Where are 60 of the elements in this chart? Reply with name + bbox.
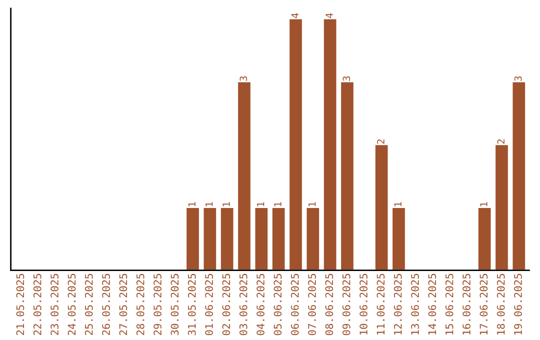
x-tick-label: 24.05.2025 bbox=[68, 274, 76, 336]
x-tick-label: 13.06.2025 bbox=[411, 274, 419, 335]
data-label: 2 bbox=[377, 139, 384, 144]
data-label: 4 bbox=[326, 13, 333, 18]
x-tick-label: 03.06.2025 bbox=[239, 274, 248, 336]
x-tick-label: 14.06.2025 bbox=[428, 274, 436, 335]
data-label: 1 bbox=[394, 202, 402, 206]
x-tick-label: 07.06.2025 bbox=[308, 274, 316, 336]
data-label: 1 bbox=[480, 202, 488, 206]
x-tick-label: 26.05.2025 bbox=[102, 274, 110, 336]
data-label: 3 bbox=[342, 76, 350, 81]
data-label: 4 bbox=[291, 13, 298, 18]
data-label: 2 bbox=[497, 139, 504, 144]
x-tick-label: 29.05.2025 bbox=[154, 274, 162, 336]
x-tick-label: 30.05.2025 bbox=[170, 274, 179, 336]
x-tick-label: 18.06.2025 bbox=[496, 274, 505, 335]
x-tick-label: 05.06.2025 bbox=[274, 274, 282, 336]
bar bbox=[202, 206, 218, 270]
x-tick-label: 04.06.2025 bbox=[256, 274, 264, 336]
x-tick-label: 19.06.2025 bbox=[514, 274, 522, 335]
data-label: 3 bbox=[514, 76, 522, 81]
bar bbox=[494, 144, 510, 270]
bar bbox=[220, 206, 235, 270]
x-tick-label: 25.05.2025 bbox=[84, 274, 93, 336]
data-label: 1 bbox=[308, 202, 316, 206]
x-tick-label: 31.05.2025 bbox=[188, 274, 196, 336]
x-tick-label: 01.06.2025 bbox=[205, 274, 213, 336]
bar bbox=[391, 206, 406, 270]
x-tick-label: 12.06.2025 bbox=[394, 274, 402, 335]
bar bbox=[511, 80, 526, 270]
bar bbox=[271, 206, 286, 270]
bar bbox=[254, 206, 269, 270]
x-tick-label: 02.06.2025 bbox=[222, 274, 230, 336]
x-tick-label: 11.06.2025 bbox=[376, 274, 385, 335]
x-tick-label: 10.06.2025 bbox=[360, 274, 368, 335]
x-tick-label: 27.05.2025 bbox=[119, 274, 128, 336]
bar bbox=[322, 18, 338, 270]
x-tick-label: 17.06.2025 bbox=[480, 274, 488, 335]
data-label: 3 bbox=[240, 76, 248, 81]
bar bbox=[340, 80, 355, 270]
x-tick-label: 15.06.2025 bbox=[445, 274, 454, 335]
bar bbox=[374, 144, 390, 270]
data-label: 1 bbox=[274, 202, 282, 206]
data-label: 1 bbox=[206, 202, 213, 206]
x-tick-label: 23.05.2025 bbox=[50, 274, 58, 336]
data-label: 1 bbox=[222, 202, 230, 206]
data-label: 1 bbox=[188, 202, 196, 206]
bar bbox=[236, 80, 252, 270]
x-tick-label: 16.06.2025 bbox=[462, 274, 470, 335]
bar bbox=[477, 206, 492, 270]
x-tick-label: 28.05.2025 bbox=[136, 274, 144, 336]
bar bbox=[185, 206, 200, 270]
bar bbox=[288, 18, 304, 270]
x-tick-label: 21.05.2025 bbox=[16, 274, 24, 336]
x-tick-label: 22.05.2025 bbox=[33, 274, 42, 336]
data-label: 1 bbox=[257, 202, 264, 206]
x-tick-label: 08.06.2025 bbox=[325, 274, 334, 336]
bar bbox=[305, 206, 320, 270]
x-tick-label: 06.06.2025 bbox=[290, 274, 299, 336]
x-tick-label: 09.06.2025 bbox=[342, 274, 350, 336]
